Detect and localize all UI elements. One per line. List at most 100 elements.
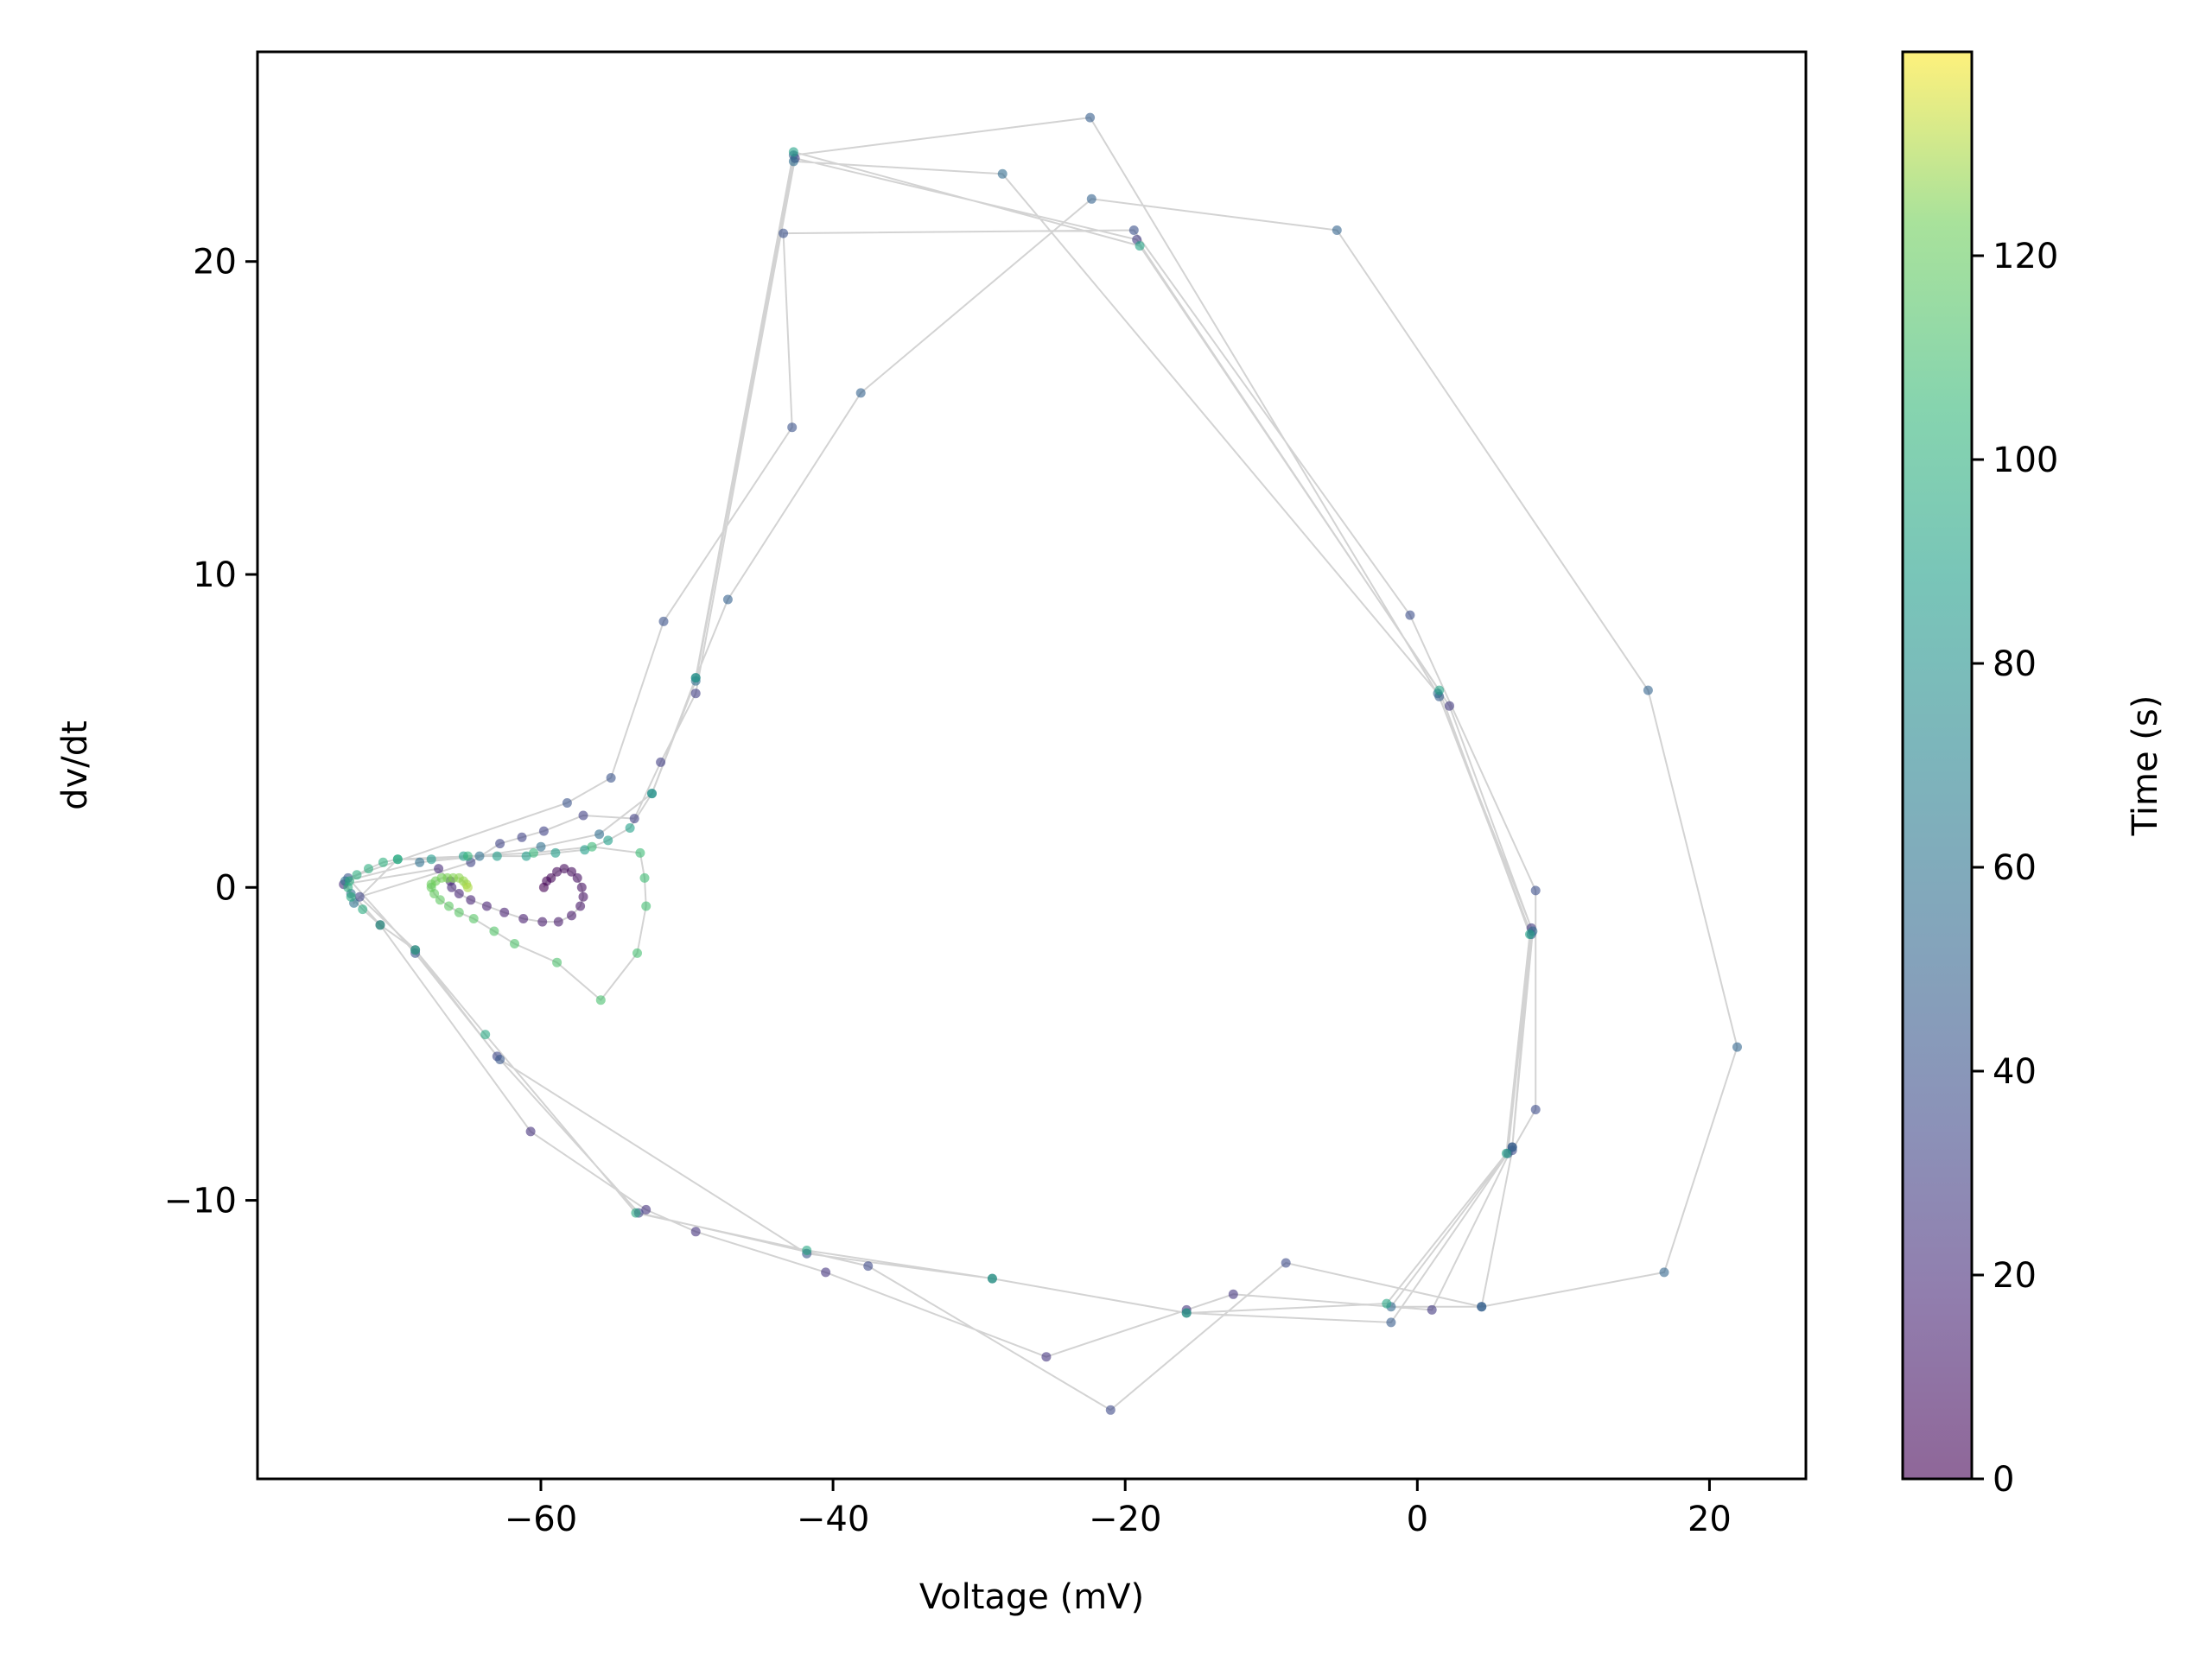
data-point bbox=[1228, 1289, 1238, 1299]
colorbar-tick-label: 120 bbox=[1993, 237, 2058, 276]
data-point bbox=[410, 945, 421, 955]
data-point bbox=[987, 1273, 997, 1284]
colorbar-tick-label: 20 bbox=[1993, 1256, 2037, 1296]
data-point bbox=[587, 841, 597, 852]
data-point bbox=[392, 854, 403, 865]
data-point bbox=[552, 957, 563, 967]
data-point bbox=[346, 891, 356, 902]
data-point bbox=[603, 835, 613, 846]
data-point bbox=[788, 156, 798, 167]
data-point bbox=[466, 895, 476, 905]
data-point bbox=[1507, 1142, 1517, 1152]
data-point bbox=[578, 810, 588, 821]
data-point bbox=[358, 904, 368, 915]
colorbar: 0 20 40 60 80 100 120 Time (s) bbox=[1901, 50, 2165, 1500]
data-point bbox=[552, 866, 563, 877]
data-point bbox=[553, 917, 563, 927]
data-point bbox=[426, 854, 436, 865]
data-point bbox=[462, 882, 473, 892]
data-point bbox=[480, 1030, 491, 1040]
data-point bbox=[567, 910, 576, 921]
colorbar-tick-label: 40 bbox=[1993, 1052, 2037, 1092]
data-point bbox=[1105, 1405, 1116, 1415]
data-point bbox=[1135, 241, 1145, 251]
data-point bbox=[1530, 1105, 1541, 1114]
data-point bbox=[489, 926, 499, 936]
data-point bbox=[1501, 1148, 1511, 1158]
trajectory-line bbox=[341, 117, 1738, 1411]
data-point bbox=[863, 1261, 874, 1272]
data-point bbox=[1405, 610, 1415, 620]
data-point bbox=[1525, 929, 1535, 940]
data-point bbox=[415, 857, 425, 867]
data-point bbox=[462, 851, 473, 861]
colorbar-tick-label: 80 bbox=[1993, 644, 2037, 684]
data-point bbox=[1643, 685, 1653, 695]
data-point bbox=[345, 876, 354, 886]
y-tick-label: 20 bbox=[193, 243, 237, 282]
data-point bbox=[1382, 1298, 1392, 1309]
data-point bbox=[855, 388, 866, 398]
data-point bbox=[1332, 225, 1342, 235]
data-point bbox=[1386, 1317, 1396, 1328]
data-point bbox=[546, 872, 556, 883]
data-point bbox=[378, 857, 388, 867]
data-point bbox=[641, 1204, 652, 1215]
data-point bbox=[631, 1208, 641, 1218]
data-point bbox=[559, 864, 569, 874]
data-point bbox=[997, 168, 1007, 179]
data-point bbox=[1128, 225, 1139, 235]
data-point bbox=[521, 851, 531, 861]
data-point bbox=[518, 914, 529, 923]
data-point bbox=[656, 757, 666, 767]
x-tick-label: −20 bbox=[1089, 1500, 1161, 1539]
data-point bbox=[578, 891, 588, 902]
data-point bbox=[1732, 1042, 1742, 1052]
data-point bbox=[1086, 193, 1096, 204]
data-point bbox=[562, 798, 572, 808]
data-point bbox=[550, 847, 561, 858]
colorbar-ticks: 0 20 40 60 80 100 120 bbox=[1972, 237, 2058, 1500]
colorbar-tick-label: 0 bbox=[1993, 1460, 2014, 1500]
data-point bbox=[647, 789, 657, 799]
data-point bbox=[779, 228, 789, 238]
data-point bbox=[1281, 1258, 1291, 1268]
x-tick-label: 20 bbox=[1688, 1500, 1732, 1539]
data-point bbox=[1445, 701, 1454, 711]
data-point bbox=[788, 147, 798, 157]
data-point bbox=[352, 870, 362, 880]
data-point bbox=[567, 866, 576, 877]
data-point bbox=[1477, 1302, 1487, 1312]
plot-frame bbox=[256, 50, 1808, 1481]
y-tick-label: 10 bbox=[193, 555, 237, 595]
data-point bbox=[435, 895, 445, 905]
data-point bbox=[375, 920, 385, 930]
y-axis-label: dv/dt bbox=[55, 720, 95, 810]
data-point bbox=[517, 832, 527, 842]
x-axis: −60 −40 −20 0 20 bbox=[505, 1479, 1732, 1539]
data-point bbox=[454, 889, 464, 898]
data-point bbox=[690, 1227, 701, 1237]
data-point bbox=[1434, 685, 1445, 695]
data-point bbox=[572, 872, 582, 883]
data-point bbox=[434, 864, 444, 874]
y-tick-label: 0 bbox=[215, 868, 237, 908]
y-axis: −10 0 10 20 bbox=[164, 243, 257, 1221]
data-point bbox=[538, 826, 549, 836]
data-point bbox=[354, 891, 365, 902]
data-point bbox=[629, 814, 639, 824]
x-tick-label: −60 bbox=[505, 1500, 577, 1539]
data-point bbox=[495, 1055, 505, 1064]
data-point bbox=[468, 914, 479, 923]
data-point bbox=[580, 845, 590, 855]
colorbar-label: Time (s) bbox=[2126, 695, 2165, 837]
data-point bbox=[802, 1246, 812, 1255]
data-point bbox=[481, 901, 492, 911]
data-point bbox=[576, 882, 587, 892]
data-point bbox=[690, 688, 701, 699]
data-point bbox=[492, 851, 502, 861]
data-point bbox=[575, 901, 586, 911]
y-tick-label: −10 bbox=[164, 1182, 237, 1221]
data-point bbox=[1085, 112, 1096, 123]
